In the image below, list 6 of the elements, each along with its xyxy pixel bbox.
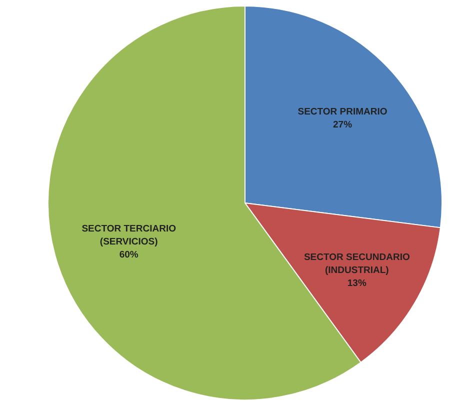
slice-label: SECTOR TERCIARIO (SERVICIOS) [82, 224, 176, 248]
data-label: 60% [119, 250, 139, 261]
slice-label: SECTOR SECUNDARIO (INDUSTRIAL) [304, 252, 410, 276]
data-label: 27% [333, 120, 353, 131]
slice-label: SECTOR PRIMARIO [298, 106, 388, 118]
data-label: 13% [347, 278, 367, 290]
